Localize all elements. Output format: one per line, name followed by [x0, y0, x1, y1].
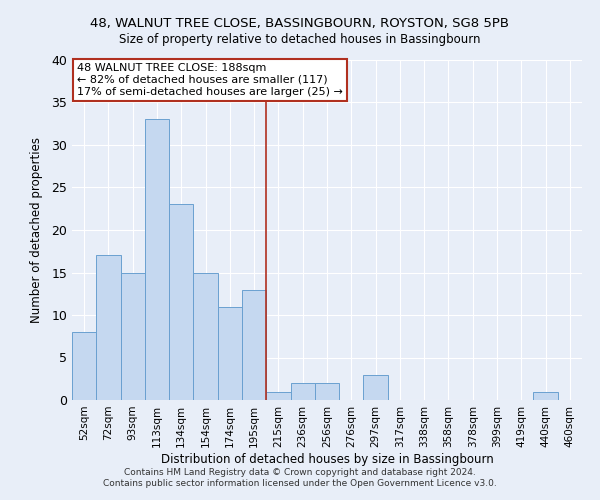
Bar: [145, 120, 169, 400]
X-axis label: Distribution of detached houses by size in Bassingbourn: Distribution of detached houses by size …: [161, 452, 493, 466]
Bar: [169, 204, 193, 400]
Bar: [72, 332, 96, 400]
Bar: [96, 256, 121, 400]
Text: 48 WALNUT TREE CLOSE: 188sqm
← 82% of detached houses are smaller (117)
17% of s: 48 WALNUT TREE CLOSE: 188sqm ← 82% of de…: [77, 64, 343, 96]
Bar: [121, 272, 145, 400]
Bar: [290, 383, 315, 400]
Bar: [193, 272, 218, 400]
Bar: [315, 383, 339, 400]
Bar: [242, 290, 266, 400]
Bar: [266, 392, 290, 400]
Text: Contains HM Land Registry data © Crown copyright and database right 2024.
Contai: Contains HM Land Registry data © Crown c…: [103, 468, 497, 487]
Text: Size of property relative to detached houses in Bassingbourn: Size of property relative to detached ho…: [119, 32, 481, 46]
Bar: [533, 392, 558, 400]
Bar: [218, 306, 242, 400]
Text: 48, WALNUT TREE CLOSE, BASSINGBOURN, ROYSTON, SG8 5PB: 48, WALNUT TREE CLOSE, BASSINGBOURN, ROY…: [91, 18, 509, 30]
Bar: [364, 374, 388, 400]
Y-axis label: Number of detached properties: Number of detached properties: [30, 137, 43, 323]
